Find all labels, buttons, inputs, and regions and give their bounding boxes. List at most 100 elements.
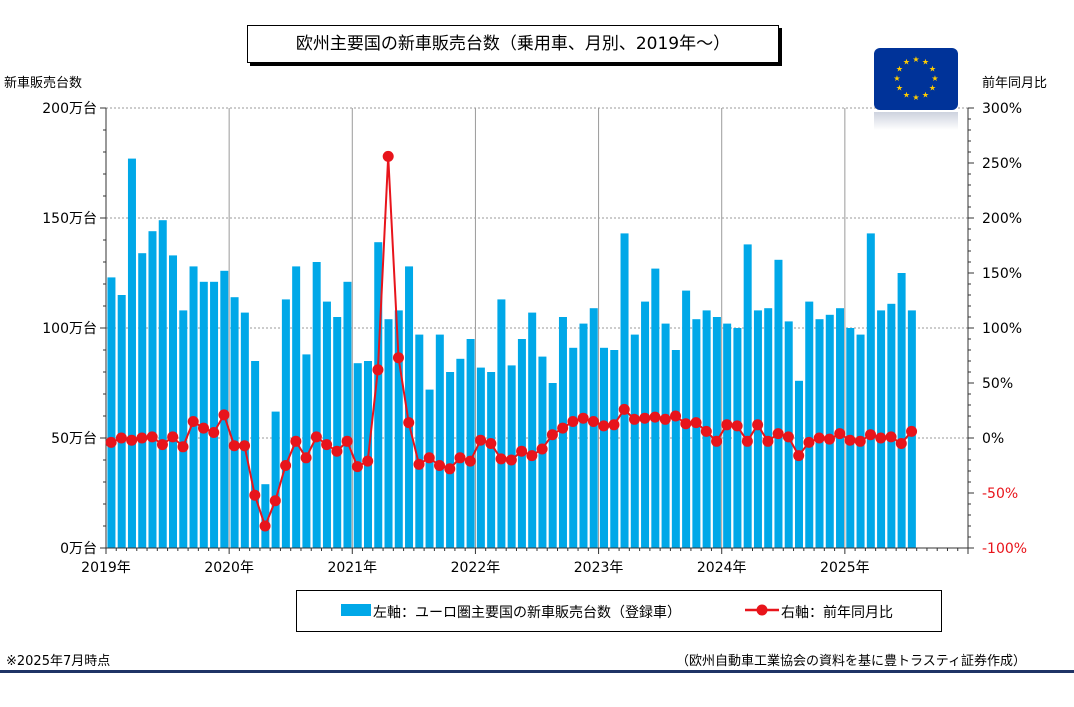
bar [127, 158, 136, 548]
bar [476, 367, 485, 548]
legend-bar-label: 左軸：ユーロ圏主要国の新車販売台数（登録車） [373, 605, 681, 621]
yoy-point [115, 432, 127, 444]
bar [343, 281, 352, 548]
bar [620, 233, 629, 548]
yoy-point [834, 428, 846, 440]
right-tick-label: 50% [982, 376, 1013, 392]
yoy-point [680, 418, 692, 430]
yoy-point [269, 495, 281, 507]
right-tick-label: 200% [982, 211, 1022, 227]
bar [261, 484, 270, 548]
yoy-point [782, 431, 794, 443]
yoy-point [823, 433, 835, 445]
yoy-point [208, 427, 220, 438]
yoy-point [516, 445, 528, 457]
bar [189, 266, 198, 548]
bar [302, 354, 311, 548]
yoy-point [485, 438, 497, 449]
bar [528, 312, 537, 548]
yoy-point [505, 454, 517, 466]
left-axis-title: 新車販売台数 [4, 76, 83, 91]
bar [661, 323, 670, 548]
bar [230, 297, 239, 548]
right-tick-label: 250% [982, 156, 1022, 172]
bar [210, 281, 219, 548]
yoy-point [280, 460, 292, 471]
bar [415, 334, 424, 548]
yoy-point [536, 443, 548, 455]
yoy-point [495, 453, 507, 465]
yoy-point [310, 431, 322, 443]
bar [158, 220, 167, 548]
yoy-point [105, 436, 117, 448]
star-icon: ★ [903, 91, 910, 100]
yoy-point [618, 403, 630, 415]
bar [312, 262, 321, 548]
yoy-point [249, 489, 261, 501]
bar [630, 334, 639, 548]
yoy-point [259, 520, 271, 532]
yoy-point [341, 435, 353, 447]
bar [764, 308, 773, 548]
yoy-point [731, 420, 743, 432]
bar [600, 347, 609, 548]
bar [374, 242, 383, 548]
yoy-point [598, 420, 610, 432]
legend-bar-swatch [341, 604, 371, 616]
yoy-point [351, 461, 363, 473]
bar [497, 299, 506, 548]
yoy-point [475, 434, 487, 446]
yoy-point [187, 416, 199, 427]
bar [579, 323, 588, 548]
star-icon: ★ [896, 65, 903, 74]
star-icon: ★ [929, 65, 936, 74]
bar [353, 363, 362, 548]
bar [877, 310, 886, 548]
yoy-point [752, 419, 764, 431]
x-tick-label: 2024年 [697, 560, 747, 576]
yoy-point [546, 429, 558, 441]
star-icon: ★ [922, 58, 929, 67]
yoy-point [392, 352, 404, 364]
bar [805, 301, 814, 548]
yoy-point [793, 450, 805, 462]
bar [671, 350, 680, 548]
yoy-point [906, 425, 918, 437]
footnote-date: ※2025年7月時点 [6, 654, 111, 669]
yoy-point [628, 413, 640, 425]
bar [723, 323, 732, 548]
yoy-point [741, 435, 753, 447]
yoy-point [290, 435, 302, 447]
bar [446, 372, 455, 548]
bar [887, 303, 896, 548]
yoy-point [711, 435, 723, 447]
yoy-point [659, 413, 671, 425]
yoy-point [567, 416, 579, 427]
yoy-point [639, 412, 651, 424]
bar [641, 301, 650, 548]
left-tick-label: 150万台 [42, 211, 97, 227]
bar [322, 301, 331, 548]
x-tick-label: 2023年 [574, 560, 624, 576]
bar [466, 339, 475, 548]
yoy-point [434, 460, 446, 471]
legend-line-label: 右軸：前年同月比 [781, 605, 893, 621]
bar [251, 361, 260, 548]
bar [712, 317, 721, 548]
yoy-point [167, 431, 179, 443]
yoy-point [772, 428, 784, 440]
bar [589, 308, 598, 548]
yoy-point [177, 441, 189, 453]
right-tick-label: 100% [982, 321, 1022, 337]
bar [220, 270, 229, 548]
footer-rule [0, 670, 1074, 673]
x-tick-label: 2021年 [327, 560, 377, 576]
right-tick-label: 300% [982, 101, 1022, 117]
left-tick-label: 0万台 [60, 541, 97, 557]
yoy-point [813, 432, 825, 444]
bar [733, 328, 742, 548]
bar [117, 295, 126, 548]
eu-flag-icon: ★ ★★★★★★★★★★★ [874, 48, 958, 110]
bar [292, 266, 301, 548]
yoy-point [464, 455, 476, 467]
